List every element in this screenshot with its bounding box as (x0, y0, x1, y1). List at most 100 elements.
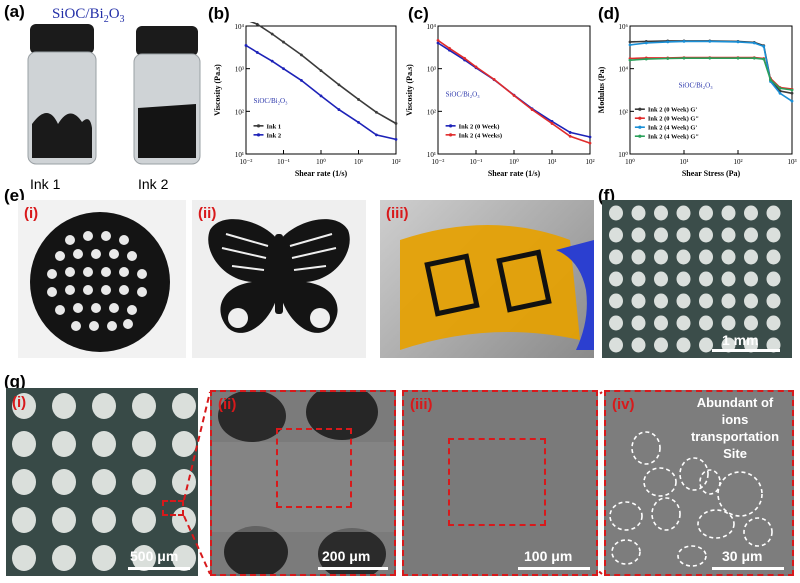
series-1 (249, 22, 398, 125)
grid-dot (92, 545, 116, 571)
data-point (682, 56, 686, 60)
y-tick-label: 10⁴ (235, 23, 245, 31)
zoom-box-g-i (162, 500, 184, 516)
x-tick-label: 10¹ (547, 158, 556, 166)
jar2-ink (138, 104, 196, 158)
grid-dot (609, 337, 623, 353)
data-point (299, 79, 303, 82)
panel-label-d: (d) (598, 4, 620, 23)
zoom-box-g-iii (448, 438, 546, 526)
data-point (463, 56, 466, 60)
x-axis-label: Shear rate (1/s) (488, 169, 541, 178)
grid-dot (92, 431, 116, 457)
x-tick-label: 10⁰ (625, 158, 635, 166)
jar2-label: Ink 2 (138, 176, 169, 192)
grid-dot (654, 271, 668, 287)
scale-bar-g-ii (318, 567, 388, 570)
grid-dot (699, 227, 713, 243)
micro-grid-g (12, 393, 196, 571)
data-point (588, 141, 592, 145)
grid-dot (676, 227, 691, 243)
jar1-cap (30, 24, 94, 54)
scale-text-f: 1 mm (722, 332, 759, 348)
grid-dot (721, 315, 736, 331)
x-tick-label: 10¹ (679, 158, 688, 166)
data-point (752, 56, 756, 60)
grid-dot (766, 271, 781, 287)
grid-dot (654, 227, 668, 243)
data-point (319, 94, 323, 98)
data-point (769, 78, 772, 82)
jar1-ink (32, 113, 92, 158)
zoom-box-g-ii (276, 428, 352, 508)
grid-dot (609, 227, 623, 243)
x-tick-label: 10⁻² (240, 158, 253, 166)
panel-label-c: (c) (408, 4, 429, 23)
legend-label: Ink 2 (4 Weeks) (459, 132, 502, 139)
data-point (628, 58, 632, 62)
grid-dot (52, 507, 76, 533)
data-point (708, 56, 712, 60)
grid-dot (132, 393, 156, 419)
chart-annotation: SiOC/Bi₂O₃ (446, 90, 481, 98)
grid-dot (52, 469, 76, 495)
grid-dot (676, 205, 691, 221)
y-tick-label: 10¹ (427, 151, 436, 159)
grid-dot (631, 227, 646, 243)
legend-marker (638, 107, 642, 111)
grid-dot (676, 271, 691, 287)
series-4 (628, 56, 794, 92)
grid-dot (609, 271, 623, 287)
grid-dot (654, 337, 668, 353)
grid-dot (766, 315, 781, 331)
x-axis-label: Shear rate (1/s) (295, 169, 348, 178)
grid-dot (744, 249, 758, 265)
grid-dot (744, 271, 758, 287)
x-axis-label: Shear Stress (Pa) (682, 169, 741, 178)
data-point (778, 91, 782, 95)
annotation-ions: Abundant of ions transportation Site (676, 394, 794, 462)
grid-dot (12, 393, 36, 419)
grid-dot (766, 227, 781, 243)
data-point (512, 94, 516, 97)
legend-marker (638, 116, 642, 120)
sem-iii (404, 392, 596, 574)
series-line (437, 39, 591, 144)
legend-label: Ink 2 (4 Week) G' (648, 125, 698, 132)
grid-dot (172, 507, 196, 533)
data-point (299, 53, 303, 57)
sublabel-e-i: (i) (24, 205, 39, 222)
lattice-disc (30, 212, 170, 352)
series-2 (436, 38, 592, 145)
grid-dot (631, 337, 646, 353)
grid-dot (132, 469, 156, 495)
y-axis-label: Modulus (Pa) (597, 66, 606, 113)
data-point (244, 44, 248, 47)
photo-e-iii (380, 200, 594, 358)
legend-marker (256, 133, 261, 137)
data-point (666, 40, 670, 44)
y-tick-label: 10³ (235, 66, 244, 74)
series-3 (628, 39, 794, 103)
data-point (568, 134, 572, 138)
grid-dot (744, 227, 758, 243)
grid-dot (766, 249, 781, 265)
grid-dot (699, 271, 713, 287)
y-axis-label: Viscosity (Pa.s) (405, 64, 414, 116)
grid-dot (654, 293, 668, 309)
data-point (357, 121, 360, 124)
data-point (270, 32, 274, 36)
data-point (337, 83, 341, 87)
annotation-line-1: Abundant of (696, 395, 774, 410)
x-tick-label: 10⁻² (432, 158, 445, 166)
data-point (790, 91, 794, 95)
grid-dot (766, 293, 781, 309)
x-tick-label: 10¹ (354, 158, 363, 166)
data-point (337, 108, 341, 111)
data-point (752, 41, 756, 45)
legend-label: Ink 2 (4 Week) G" (648, 134, 699, 141)
grid-dot (766, 205, 781, 221)
panel-label-g: (g) (4, 372, 26, 391)
chart-d: 10⁰ 10¹ 10² 10³ 10⁶ 10⁴ 10² 10⁰ Shear Stress (Pa… (597, 23, 797, 178)
x-tick-label: 10⁰ (316, 158, 326, 166)
